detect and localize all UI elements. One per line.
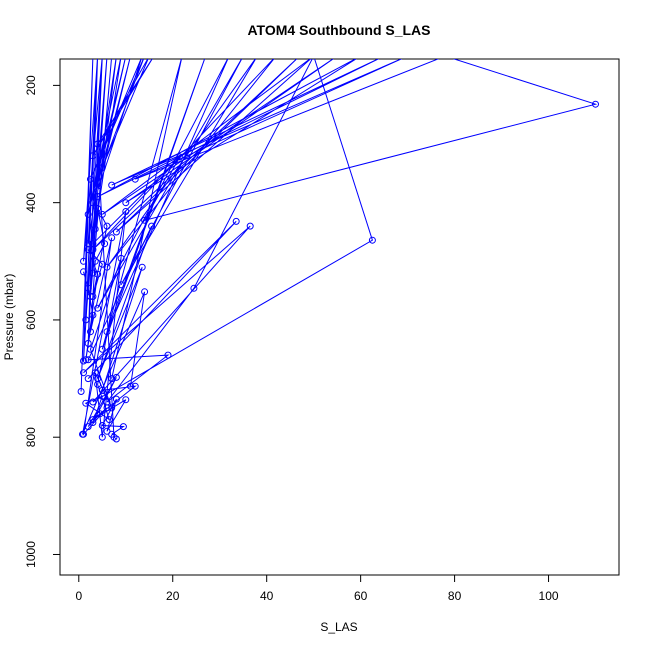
data-point bbox=[122, 396, 130, 404]
data-point bbox=[84, 423, 92, 431]
data-point bbox=[79, 430, 86, 438]
x-axis-label: S_LAS bbox=[320, 620, 357, 634]
data-point bbox=[141, 288, 149, 296]
data-point bbox=[89, 311, 97, 319]
data-point bbox=[141, 216, 149, 224]
data-point bbox=[101, 240, 109, 248]
data-point bbox=[89, 199, 97, 207]
data-point bbox=[94, 304, 102, 312]
data-point bbox=[103, 404, 111, 412]
data-point bbox=[96, 410, 104, 418]
data-point bbox=[89, 293, 97, 300]
data-point bbox=[98, 433, 106, 441]
data-point bbox=[138, 263, 146, 271]
data-point bbox=[98, 164, 106, 171]
data-point bbox=[89, 416, 97, 424]
data-point bbox=[89, 269, 97, 277]
data-point bbox=[82, 316, 90, 324]
x-tick-label: 60 bbox=[354, 589, 368, 603]
data-point bbox=[122, 208, 130, 215]
y-axis: 200 400 600 800 1000 bbox=[24, 75, 61, 568]
x-tick-label: 40 bbox=[260, 589, 274, 603]
data-point bbox=[91, 225, 99, 233]
data-point bbox=[89, 152, 97, 160]
data-point bbox=[246, 222, 254, 230]
data-point bbox=[87, 328, 94, 336]
y-tick-label: 400 bbox=[24, 192, 38, 212]
data-point bbox=[103, 222, 111, 230]
series-line bbox=[83, 59, 373, 435]
data-point bbox=[119, 423, 127, 431]
data-point bbox=[82, 399, 90, 407]
data-point bbox=[112, 395, 120, 403]
data-point bbox=[87, 345, 94, 353]
data-point bbox=[77, 388, 85, 395]
data-point bbox=[131, 382, 139, 390]
y-tick-label: 800 bbox=[24, 427, 38, 447]
data-point bbox=[80, 268, 87, 276]
data-point bbox=[98, 392, 106, 400]
x-tick-label: 100 bbox=[539, 589, 559, 603]
data-point bbox=[108, 430, 116, 438]
data-point bbox=[80, 257, 87, 265]
data-point bbox=[368, 236, 376, 244]
y-tick-label: 600 bbox=[24, 310, 38, 330]
data-point bbox=[112, 435, 120, 443]
data-point bbox=[122, 199, 130, 207]
data-point bbox=[89, 419, 97, 426]
x-axis: 0 20 40 60 80 100 bbox=[75, 574, 559, 603]
data-point bbox=[112, 228, 120, 236]
data-point bbox=[87, 175, 94, 183]
data-point bbox=[108, 404, 116, 412]
data-point bbox=[117, 254, 125, 262]
data-point bbox=[98, 422, 106, 429]
data-point bbox=[131, 175, 139, 183]
data-point bbox=[80, 369, 87, 377]
data-point bbox=[94, 140, 102, 148]
data-point bbox=[84, 246, 92, 254]
series-layer bbox=[77, 59, 599, 443]
data-point bbox=[82, 356, 90, 364]
chart-title: ATOM4 Southbound S_LAS bbox=[247, 22, 430, 38]
data-point bbox=[108, 181, 116, 189]
series-line bbox=[80, 59, 153, 440]
data-point bbox=[105, 416, 113, 424]
data-point bbox=[127, 382, 134, 390]
data-point bbox=[98, 260, 106, 268]
series-line bbox=[92, 59, 598, 379]
y-tick-label: 1000 bbox=[24, 541, 38, 568]
data-point bbox=[112, 373, 120, 381]
x-tick-label: 0 bbox=[75, 589, 82, 603]
x-tick-label: 20 bbox=[166, 589, 180, 603]
data-point bbox=[91, 257, 99, 265]
y-axis-label: Pressure (mbar) bbox=[2, 274, 16, 361]
y-tick-label: 200 bbox=[24, 75, 38, 95]
x-tick-label: 80 bbox=[448, 589, 462, 603]
data-point bbox=[94, 205, 102, 212]
data-point bbox=[84, 284, 92, 292]
data-point bbox=[84, 356, 92, 364]
data-point bbox=[84, 210, 92, 218]
data-point bbox=[94, 380, 102, 388]
data-point bbox=[232, 217, 240, 225]
data-point bbox=[148, 222, 156, 230]
data-point bbox=[190, 284, 198, 292]
data-point bbox=[94, 193, 102, 201]
data-point bbox=[94, 270, 102, 278]
data-point bbox=[91, 369, 99, 377]
data-point bbox=[176, 153, 184, 161]
data-point bbox=[108, 234, 116, 242]
data-point bbox=[89, 240, 97, 248]
data-point bbox=[592, 100, 599, 108]
data-point bbox=[164, 351, 172, 359]
